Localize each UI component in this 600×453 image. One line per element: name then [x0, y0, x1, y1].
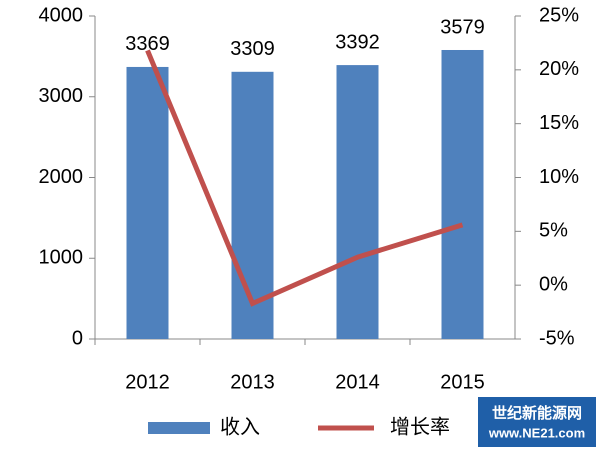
- y2-tick-label: 20%: [539, 58, 579, 80]
- y-tick-label: 0: [72, 327, 83, 349]
- x-tick-label: 2015: [440, 371, 485, 393]
- y-tick-label: 4000: [39, 4, 84, 26]
- y2-tick-label: 0%: [539, 273, 568, 295]
- bar: [336, 65, 379, 339]
- bar: [441, 49, 484, 339]
- y2-tick-label: 5%: [539, 220, 568, 242]
- y2-tick-label: 10%: [539, 166, 579, 188]
- y2-tick-label: -5%: [539, 327, 575, 349]
- bar: [231, 71, 274, 339]
- x-tick-label: 2012: [125, 371, 170, 393]
- y2-tick-label: 25%: [539, 4, 579, 26]
- legend-swatch: [148, 422, 210, 434]
- data-label: 3579: [440, 16, 485, 38]
- data-label: 3309: [230, 38, 275, 60]
- bar: [126, 66, 169, 339]
- line: [145, 49, 464, 307]
- watermark-title: 世纪新能源网: [492, 404, 582, 422]
- data-label: 3392: [335, 31, 380, 53]
- y-tick-label: 2000: [39, 166, 84, 188]
- watermark-url: www.NE21.com: [488, 425, 585, 440]
- x-tick-label: 2013: [230, 371, 275, 393]
- y-tick-label: 3000: [39, 85, 84, 107]
- watermark-box: [478, 397, 596, 447]
- data-label: 3369: [125, 33, 170, 55]
- y-tick-label: 1000: [39, 247, 84, 269]
- legend-label: 增长率: [390, 415, 450, 438]
- y2-tick-label: 15%: [539, 112, 579, 134]
- legend-label: 收入: [220, 415, 260, 438]
- x-tick-label: 2014: [335, 371, 380, 393]
